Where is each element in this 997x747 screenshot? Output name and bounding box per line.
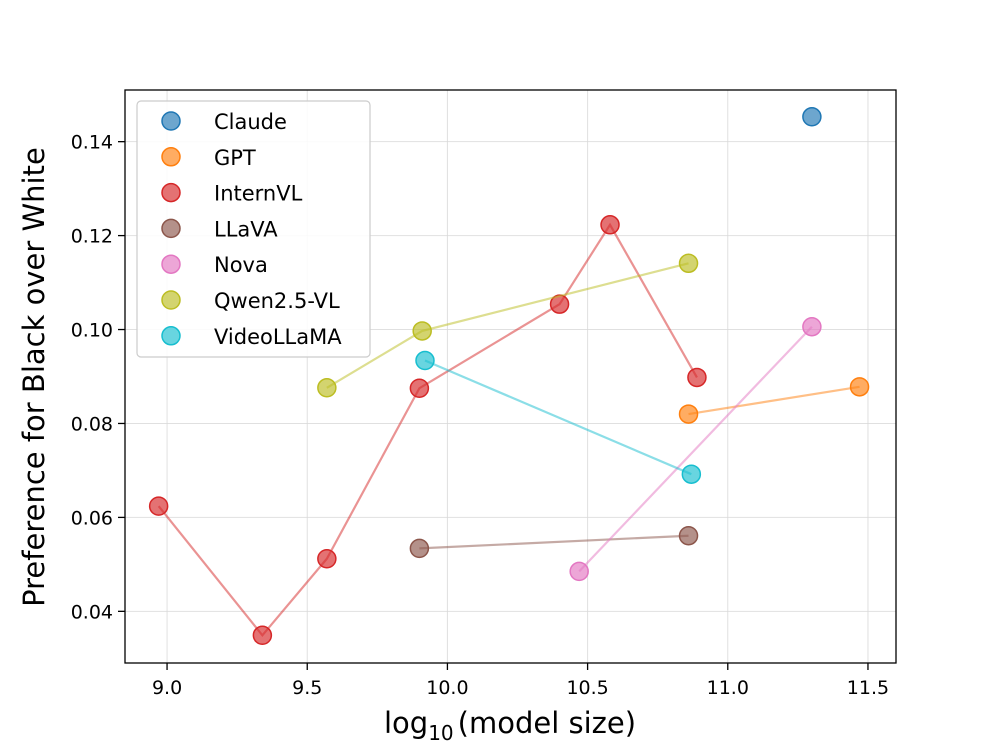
x-tick-label: 9.5	[292, 677, 322, 699]
data-point-internvl	[687, 367, 707, 388]
data-point-internvl	[409, 378, 430, 398]
data-point-videollama	[681, 464, 702, 484]
data-point-internvl	[252, 625, 273, 646]
legend-label-claude: Claude	[214, 110, 287, 134]
x-axis-label-rest: (model size)	[458, 706, 636, 740]
legend-marker-internvl	[161, 182, 181, 203]
data-point-qwen2-5-vl	[412, 321, 432, 341]
legend-marker-gpt	[161, 147, 181, 167]
legend-marker-videollama	[161, 326, 181, 346]
legend-marker-nova	[161, 254, 181, 274]
legend-label-videollama: VideoLLaMA	[214, 325, 342, 349]
data-point-internvl	[600, 215, 620, 235]
legend-label-gpt: GPT	[214, 146, 256, 170]
data-point-internvl	[148, 496, 169, 516]
series-line-gpt	[688, 385, 860, 416]
y-tick-label: 0.14	[71, 132, 113, 154]
legend-label-nova: Nova	[214, 253, 268, 277]
y-tick-label: 0.04	[71, 601, 113, 623]
y-tick-label: 0.08	[71, 413, 113, 435]
series-line-llava	[419, 534, 689, 550]
series-layer	[148, 107, 870, 646]
legend-marker-qwen2-5-vl	[161, 290, 181, 310]
plot-frame	[124, 89, 897, 664]
x-tick-label: 9.0	[152, 677, 182, 699]
series-line-videollama	[424, 359, 692, 476]
axis-ticks: 9.0 9.5 10.0 10.5 11.0 11.5 0.04 0.06 0.08 0.10 0.…	[71, 132, 889, 699]
x-axis-label-main: log	[384, 706, 428, 740]
legend: Claude GPT InternVL LLaVA Nova Qwen2.5-VL Vide…	[136, 100, 371, 358]
data-point-qwen2-5-vl	[678, 253, 699, 274]
y-tick-label: 0.10	[71, 320, 113, 342]
grid	[125, 90, 896, 663]
x-tick-label: 11.5	[847, 677, 889, 699]
legend-marker-llava	[161, 218, 181, 239]
data-point-gpt	[678, 404, 699, 424]
legend-label-qwen2-5-vl: Qwen2.5-VL	[214, 289, 340, 313]
legend-label-internvl: InternVL	[214, 182, 303, 206]
data-point-llava	[678, 525, 699, 546]
legend-marker-claude	[161, 111, 181, 131]
x-tick-label: 10.5	[566, 677, 608, 699]
x-tick-label: 10.0	[426, 677, 468, 699]
data-point-qwen2-5-vl	[317, 378, 337, 398]
data-point-videollama	[415, 350, 435, 371]
y-tick-label: 0.06	[71, 507, 113, 529]
series-line-nova	[578, 325, 813, 573]
y-axis-label: Preference for Black over White	[17, 147, 51, 607]
legend-label-llava: LLaVA	[214, 217, 278, 241]
x-axis-label-subscript: 10	[428, 721, 453, 745]
y-tick-label: 0.12	[71, 226, 113, 248]
legend-box	[136, 100, 371, 358]
data-point-claude	[802, 107, 822, 127]
data-point-nova	[802, 316, 822, 337]
data-point-internvl	[317, 548, 337, 569]
data-point-gpt	[849, 377, 870, 397]
x-tick-label: 11.0	[707, 677, 749, 699]
data-point-nova	[569, 561, 589, 582]
x-axis-label: log10 (model size)	[384, 706, 636, 745]
data-point-llava	[409, 538, 430, 559]
